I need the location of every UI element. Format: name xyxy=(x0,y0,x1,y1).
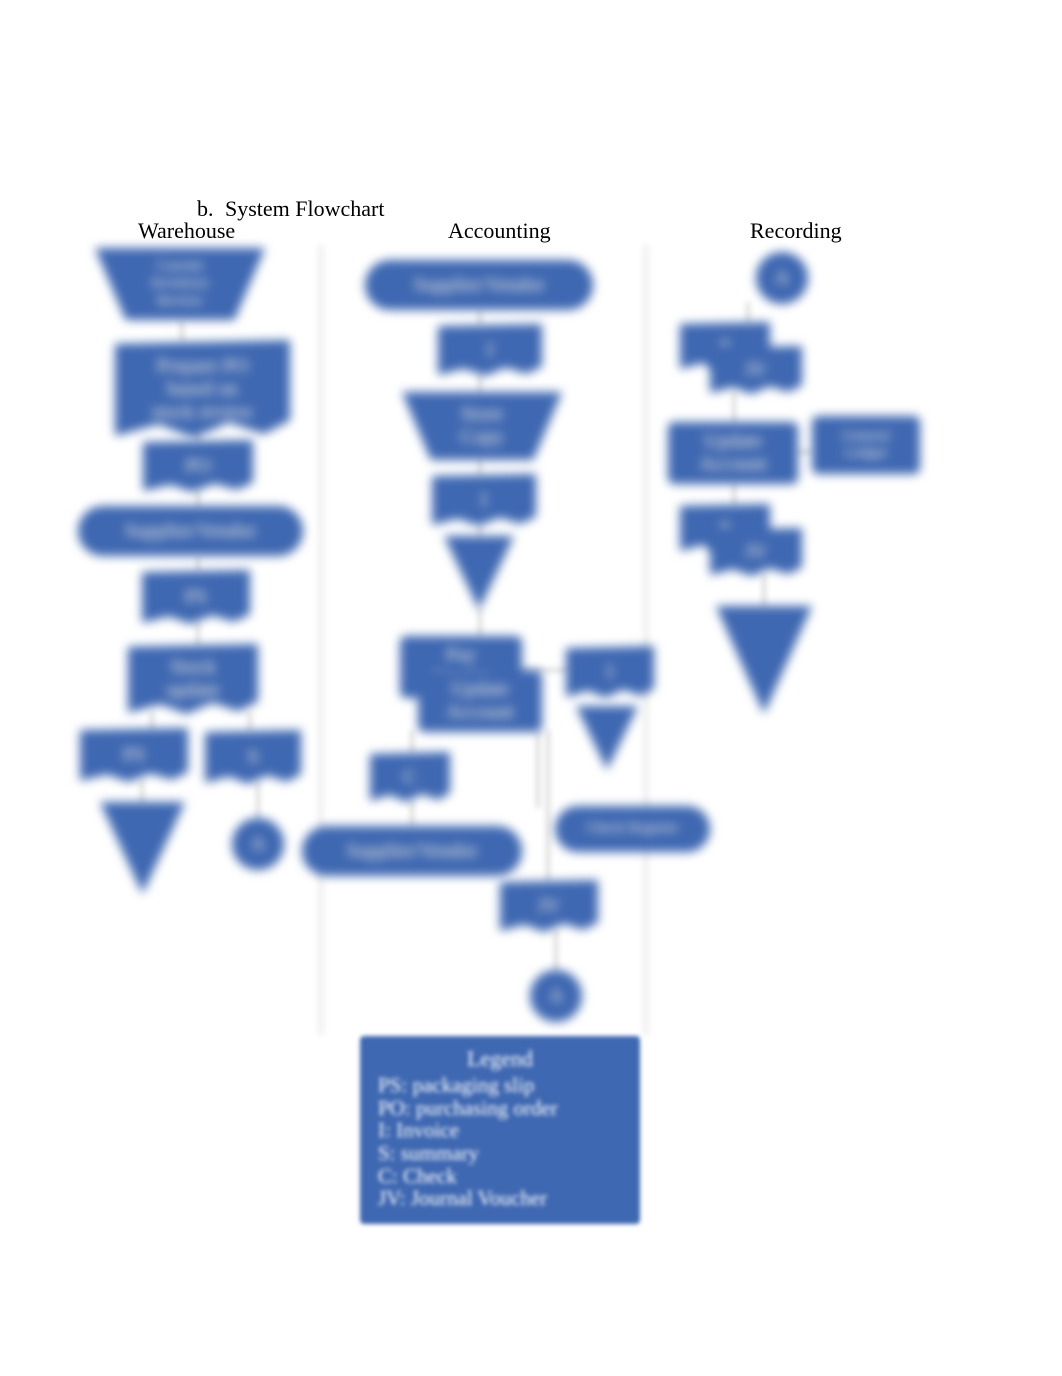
node-a-c: C xyxy=(370,752,450,802)
node-label: PS xyxy=(185,586,207,609)
node-label: I xyxy=(607,661,614,684)
node-r-gl: General Ledger xyxy=(812,416,920,474)
connector xyxy=(248,712,252,732)
legend-line: C: Check xyxy=(378,1165,622,1188)
connector xyxy=(410,800,414,828)
node-w-cir: Current Inventory Review xyxy=(95,248,265,320)
connector xyxy=(554,930,558,972)
node-label: JV xyxy=(745,541,767,564)
node-label: Prepare PO based on stock review xyxy=(152,355,254,424)
node-r-a: A xyxy=(756,252,808,304)
swimlane-divider xyxy=(641,245,651,1035)
node-label: I xyxy=(481,489,488,512)
swimlane-divider xyxy=(316,245,326,1035)
node-w-tri xyxy=(100,802,185,894)
node-a-a: A xyxy=(530,970,582,1022)
connector xyxy=(410,730,414,754)
node-label: JV xyxy=(538,895,560,918)
node-label: S xyxy=(247,746,258,769)
legend-box: LegendPS: packaging slipPO: purchasing o… xyxy=(360,1036,640,1224)
node-a-i1: I xyxy=(438,324,542,376)
node-w-sv: Supplier/Vendor xyxy=(78,506,303,556)
connector xyxy=(546,730,550,882)
page-title: System Flowchart xyxy=(225,196,385,222)
legend-line: S: summary xyxy=(378,1142,622,1165)
connector xyxy=(746,302,750,324)
node-w-ps2: PS xyxy=(80,728,188,782)
legend-line: JV: Journal Voucher xyxy=(378,1187,622,1210)
legend-line: PO: purchasing order xyxy=(378,1097,622,1120)
node-label: Supplier/Vendor xyxy=(413,274,544,297)
node-label: Supplier/Vendor xyxy=(346,840,477,863)
connector xyxy=(196,622,200,646)
node-label: Update Account xyxy=(699,430,767,476)
node-a-store: Store Copy xyxy=(402,392,562,460)
node-label: A xyxy=(251,833,265,856)
node-label: C xyxy=(403,766,416,789)
node-label: PS xyxy=(123,744,145,767)
column-header-warehouse: Warehouse xyxy=(138,218,235,244)
node-a-i2: I xyxy=(432,474,536,526)
node-a-sv: Supplier/Vendor xyxy=(365,260,593,310)
legend-line: I: Invoice xyxy=(378,1119,622,1142)
connector xyxy=(762,574,766,608)
connector xyxy=(732,392,736,424)
node-w-prep: Prepare PO based on stock review xyxy=(115,340,290,438)
node-label: Supplier/Vendor xyxy=(125,520,256,543)
node-r-tri xyxy=(716,606,812,714)
column-header-recording: Recording xyxy=(750,218,842,244)
node-w-a: A xyxy=(232,818,284,870)
node-label: PO xyxy=(185,455,211,478)
connector xyxy=(536,730,540,808)
node-label: Stock update xyxy=(166,656,219,702)
node-label: General Ledger xyxy=(842,428,889,463)
column-header-accounting: Accounting xyxy=(448,218,551,244)
node-label: Check Register xyxy=(586,820,678,837)
node-a-upd: Update Account xyxy=(418,670,542,732)
node-w-stk: Stock update xyxy=(128,644,258,714)
node-label: Update Account xyxy=(446,678,514,724)
node-label: I xyxy=(487,339,494,362)
connector xyxy=(478,374,482,394)
node-w-po: PO xyxy=(143,440,253,492)
node-r-jv1: JV xyxy=(710,346,802,394)
node-a-tri2 xyxy=(576,706,638,770)
node-r-upd: Update Account xyxy=(668,422,798,484)
connector xyxy=(140,780,144,804)
node-a-sv2: Supplier/Vendor xyxy=(302,826,522,876)
node-label: A xyxy=(775,267,789,290)
node-a-jv: JV xyxy=(500,880,598,932)
node-label: JV xyxy=(745,359,767,382)
node-label: Current Inventory Review xyxy=(151,258,209,310)
legend-line: PS: packaging slip xyxy=(378,1074,622,1097)
node-a-tri1 xyxy=(444,536,514,610)
node-a-i3: I xyxy=(566,646,654,698)
node-w-s: S xyxy=(205,730,301,784)
connector xyxy=(478,608,482,638)
node-a-cr: Check Register xyxy=(555,806,710,852)
connector xyxy=(732,482,736,506)
node-label: Store Copy xyxy=(460,403,503,449)
flowchart-canvas: b. System Flowchart Warehouse Accounting… xyxy=(0,0,1062,1376)
connector xyxy=(180,320,184,342)
node-r-jv2: JV xyxy=(710,528,802,576)
node-w-ps: PS xyxy=(142,570,250,624)
legend-title: Legend xyxy=(378,1046,622,1072)
connector xyxy=(256,782,260,820)
node-label: A xyxy=(549,985,563,1008)
